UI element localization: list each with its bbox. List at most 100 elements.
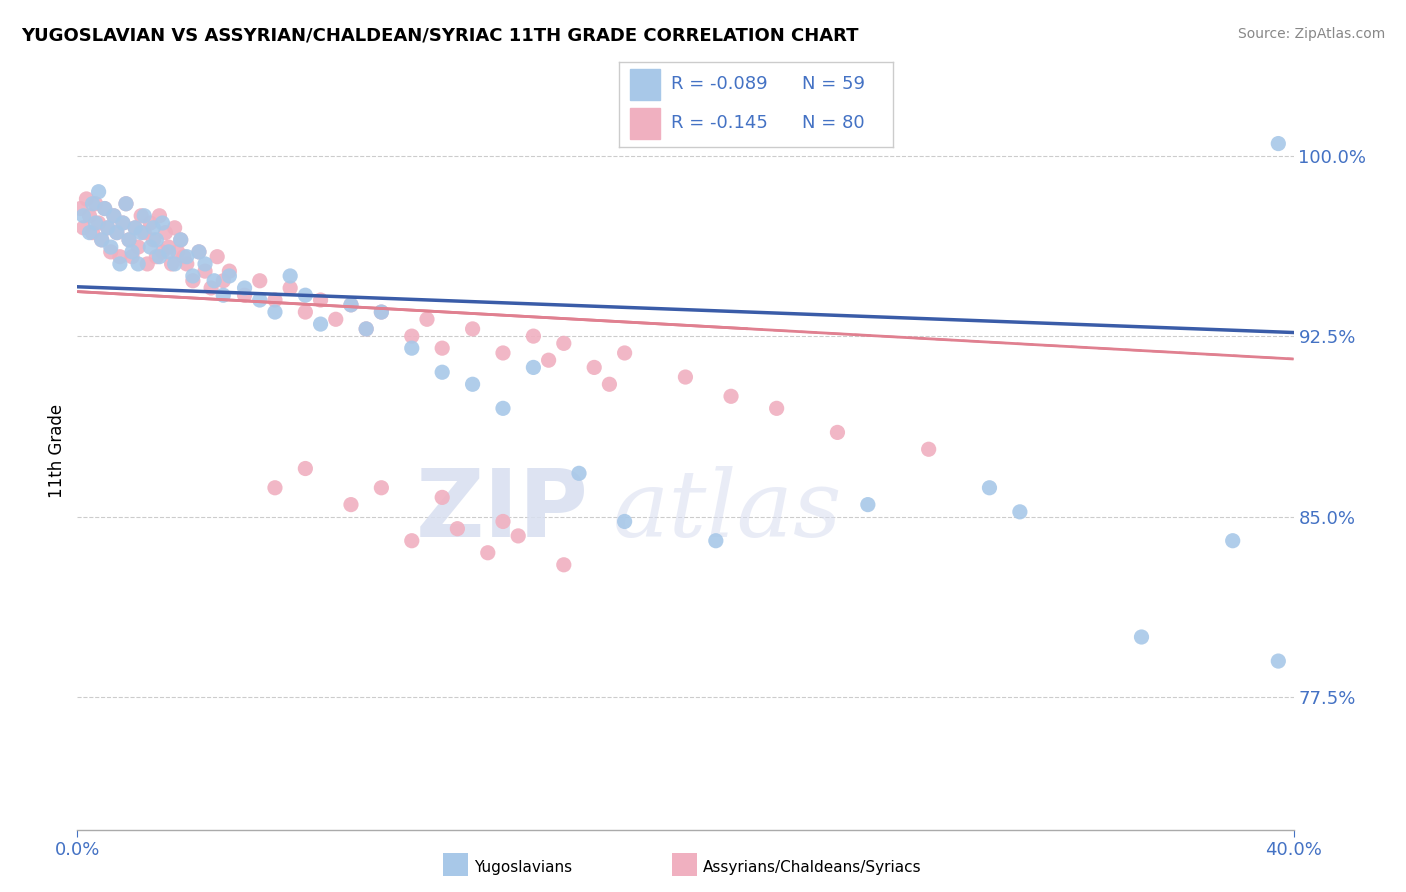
Point (79, 226, 101, 240)
Point (84, 196, 107, 211)
Point (856, 498, 879, 512)
Point (115, 196, 138, 211)
Point (340, 498, 363, 512)
Point (598, 377, 620, 392)
Point (69, 202, 91, 216)
Point (918, 442, 941, 457)
Point (152, 216, 174, 230)
Point (249, 274, 271, 288)
Point (166, 244, 188, 259)
Point (111, 216, 134, 230)
Point (121, 250, 143, 264)
Point (100, 244, 122, 259)
Point (827, 425, 849, 440)
Point (401, 533, 423, 548)
Point (84, 216, 107, 230)
Point (100, 240, 122, 254)
Point (704, 533, 727, 548)
Point (93, 202, 115, 216)
Point (218, 268, 240, 283)
Point (294, 305, 316, 319)
Point (194, 257, 217, 271)
Point (129, 209, 152, 223)
Point (72, 220, 94, 235)
Point (127, 240, 149, 254)
Point (446, 522, 468, 536)
Point (508, 529, 530, 543)
Point (340, 298, 363, 312)
Point (134, 209, 156, 223)
Text: YUGOSLAVIAN VS ASSYRIAN/CHALDEAN/SYRIAC 11TH GRADE CORRELATION CHART: YUGOSLAVIAN VS ASSYRIAN/CHALDEAN/SYRIAC … (21, 27, 859, 45)
Point (188, 244, 211, 259)
Text: N = 80: N = 80 (803, 114, 865, 132)
Point (264, 305, 287, 319)
Point (430, 341, 453, 355)
Point (568, 467, 591, 481)
Point (129, 226, 152, 240)
Point (72, 209, 94, 223)
Y-axis label: 11th Grade: 11th Grade (48, 403, 66, 498)
Point (401, 341, 423, 355)
Point (675, 370, 697, 384)
Point (249, 293, 271, 307)
Point (170, 233, 193, 247)
Point (97, 220, 120, 235)
Point (111, 216, 134, 230)
Text: R = -0.089: R = -0.089 (671, 76, 768, 94)
Point (90, 233, 112, 247)
Point (370, 305, 392, 319)
Point (264, 293, 287, 307)
Bar (630, 108, 659, 139)
Point (202, 274, 225, 288)
Point (124, 220, 146, 235)
Point (105, 226, 128, 240)
Point (278, 268, 301, 283)
Point (1267, 654, 1289, 668)
Point (108, 257, 131, 271)
Point (370, 481, 392, 495)
Point (354, 322, 377, 336)
Point (537, 353, 560, 368)
Point (108, 250, 131, 264)
Point (103, 209, 125, 223)
Point (188, 244, 211, 259)
Point (148, 209, 170, 223)
Point (233, 281, 256, 295)
Point (430, 365, 453, 379)
Point (103, 209, 125, 223)
Point (218, 264, 240, 278)
Text: ZIP: ZIP (415, 465, 588, 558)
Point (354, 322, 377, 336)
Point (142, 220, 165, 235)
Point (212, 274, 235, 288)
Point (553, 558, 575, 572)
Point (118, 233, 141, 247)
Point (115, 196, 138, 211)
Point (142, 233, 165, 247)
Point (181, 274, 204, 288)
Point (309, 317, 332, 331)
Point (118, 233, 141, 247)
Text: R = -0.145: R = -0.145 (671, 114, 768, 132)
Point (90, 233, 112, 247)
Point (139, 240, 162, 254)
Point (160, 257, 183, 271)
Point (522, 329, 544, 343)
Point (157, 240, 180, 254)
Point (173, 250, 195, 264)
Point (136, 257, 159, 271)
Point (416, 312, 439, 326)
Point (233, 288, 256, 302)
Point (522, 360, 544, 375)
Point (105, 226, 128, 240)
Text: N = 59: N = 59 (803, 76, 865, 94)
Point (127, 257, 149, 271)
Point (194, 264, 217, 278)
Point (87, 216, 110, 230)
Point (264, 481, 287, 495)
Point (370, 305, 392, 319)
Point (583, 360, 606, 375)
Point (294, 288, 316, 302)
Point (176, 250, 198, 264)
Point (134, 226, 156, 240)
